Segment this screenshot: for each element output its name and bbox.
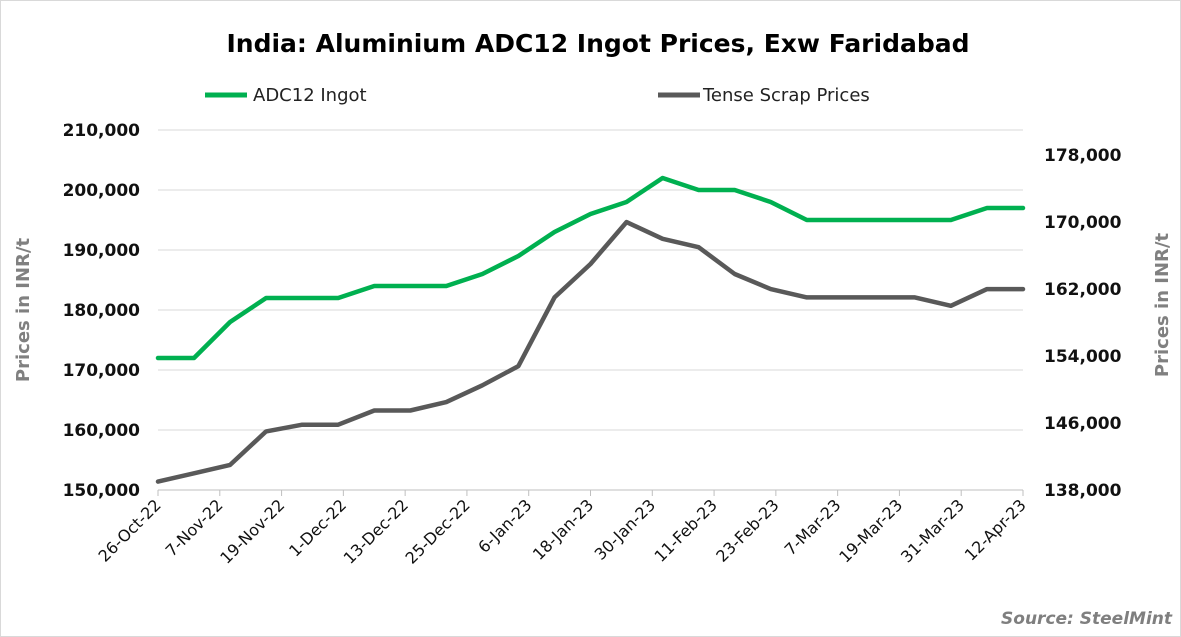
y-axis-title-right: Prices in INR/t — [1152, 233, 1173, 378]
series-line-tense-scrap — [155, 219, 1026, 484]
chart-title: India: Aluminium ADC12 Ingot Prices, Exw… — [226, 29, 969, 58]
source-note: Source: SteelMint — [1001, 609, 1173, 629]
x-tick-label: 12-Apr-23 — [961, 495, 1030, 564]
x-tick-label: 30-Jan-23 — [591, 495, 659, 563]
y-axis-title-left: Prices in INR/t — [13, 238, 34, 383]
x-tick-label: 26-Oct-22 — [95, 495, 165, 565]
right-axis-ticks: 138,000 146,000 154,000 162,000 170,000 178,0… — [1044, 146, 1122, 501]
x-tick-label: 23-Feb-23 — [712, 495, 782, 565]
left-tick-label: 210,000 — [63, 121, 141, 141]
x-tick-label: 1-Dec-22 — [285, 495, 350, 560]
x-tick-label: 31-Mar-23 — [897, 495, 968, 566]
x-tick-label: 25-Dec-22 — [401, 495, 473, 567]
x-tick-label: 7-Mar-23 — [781, 495, 845, 559]
x-tick-label: 19-Mar-23 — [835, 495, 906, 566]
right-tick-label: 162,000 — [1044, 280, 1122, 300]
legend-label-ingot: ADC12 Ingot — [253, 85, 367, 106]
x-tick-label: 11-Feb-23 — [650, 495, 720, 565]
legend-label-scrap: Tense Scrap Prices — [702, 85, 870, 106]
left-tick-label: 170,000 — [63, 361, 141, 381]
left-axis-ticks: 150,000 160,000 170,000 180,000 190,000 200,0… — [63, 121, 141, 501]
left-tick-label: 150,000 — [63, 481, 141, 501]
right-tick-label: 146,000 — [1044, 414, 1122, 434]
x-tick-label: 7-Nov-22 — [162, 495, 227, 560]
right-tick-label: 170,000 — [1044, 213, 1122, 233]
x-axis: 26-Oct-227-Nov-2219-Nov-221-Dec-2213-Dec… — [95, 489, 1030, 568]
x-tick-label: 13-Dec-22 — [340, 495, 412, 567]
left-tick-label: 190,000 — [63, 241, 141, 261]
right-tick-label: 178,000 — [1044, 146, 1122, 166]
left-tick-label: 180,000 — [63, 301, 141, 321]
left-tick-label: 200,000 — [63, 181, 141, 201]
series-lines — [155, 175, 1026, 484]
series-line-adc12-ingot — [155, 175, 1026, 361]
gridlines — [158, 129, 1023, 431]
left-tick-label: 160,000 — [63, 421, 141, 441]
x-tick-label: 19-Nov-22 — [216, 495, 288, 567]
legend: ADC12 Ingot Tense Scrap Prices — [205, 85, 870, 106]
right-tick-label: 154,000 — [1044, 347, 1122, 367]
right-tick-label: 138,000 — [1044, 481, 1122, 501]
x-tick-label: 6-Jan-23 — [474, 495, 535, 556]
x-tick-label: 18-Jan-23 — [529, 495, 597, 563]
